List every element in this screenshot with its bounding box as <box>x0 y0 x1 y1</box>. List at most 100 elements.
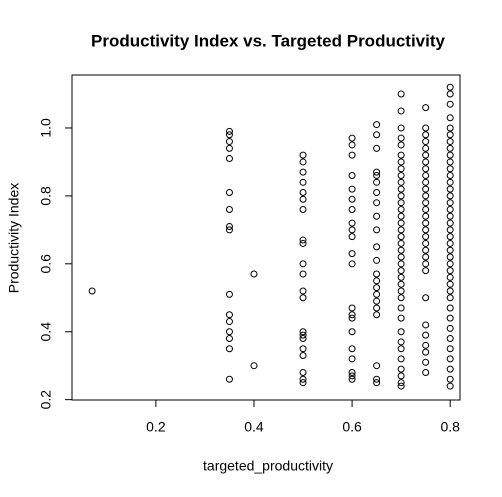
point <box>348 226 356 234</box>
point <box>348 219 356 227</box>
point <box>446 345 454 353</box>
point <box>446 267 454 275</box>
point <box>348 141 356 149</box>
point <box>88 287 96 295</box>
point <box>422 368 430 376</box>
point <box>225 318 233 326</box>
point <box>397 338 405 346</box>
point <box>397 253 405 261</box>
point <box>348 195 356 203</box>
point <box>446 172 454 180</box>
point <box>397 172 405 180</box>
point <box>446 151 454 159</box>
point <box>446 205 454 213</box>
point <box>422 138 430 146</box>
point <box>348 233 356 241</box>
point <box>348 205 356 213</box>
point <box>348 355 356 363</box>
point <box>348 151 356 159</box>
point <box>446 165 454 173</box>
point <box>446 382 454 390</box>
x-axis-label: targeted_productivity <box>203 458 333 474</box>
point <box>397 151 405 159</box>
point <box>397 382 405 390</box>
point <box>446 124 454 132</box>
y-tick-label: 0.6 <box>38 254 54 274</box>
point <box>397 246 405 254</box>
point <box>446 287 454 295</box>
point <box>446 158 454 166</box>
point <box>446 185 454 193</box>
point <box>348 304 356 312</box>
point <box>373 311 381 319</box>
point <box>225 127 233 135</box>
point <box>397 192 405 200</box>
point <box>299 328 307 336</box>
point <box>446 192 454 200</box>
point <box>299 205 307 213</box>
point <box>422 331 430 339</box>
point <box>397 379 405 387</box>
point <box>299 239 307 247</box>
point <box>397 199 405 207</box>
point <box>422 199 430 207</box>
point <box>397 372 405 380</box>
point <box>397 233 405 241</box>
point <box>446 199 454 207</box>
point <box>422 321 430 329</box>
point <box>225 375 233 383</box>
point <box>397 280 405 288</box>
point <box>397 345 405 353</box>
point <box>422 239 430 247</box>
point <box>422 131 430 139</box>
point <box>446 260 454 268</box>
point <box>225 335 233 343</box>
point <box>446 144 454 152</box>
point <box>299 331 307 339</box>
point <box>373 290 381 298</box>
y-tick-label: 1.0 <box>38 118 54 138</box>
point <box>348 375 356 383</box>
point <box>446 314 454 322</box>
point <box>299 294 307 302</box>
point <box>422 233 430 241</box>
point <box>422 348 430 356</box>
point <box>446 226 454 234</box>
point <box>422 212 430 220</box>
point <box>299 158 307 166</box>
point <box>422 253 430 261</box>
point <box>422 124 430 132</box>
point <box>397 219 405 227</box>
point <box>422 226 430 234</box>
point <box>422 341 430 349</box>
point <box>397 107 405 115</box>
y-tick-label: 0.8 <box>38 186 54 206</box>
point <box>422 165 430 173</box>
point <box>397 365 405 373</box>
point <box>446 246 454 254</box>
point <box>373 277 381 285</box>
point <box>446 375 454 383</box>
point <box>348 328 356 336</box>
point <box>397 178 405 186</box>
point <box>373 178 381 186</box>
point <box>348 372 356 380</box>
point <box>446 178 454 186</box>
point <box>397 141 405 149</box>
point <box>397 273 405 281</box>
point <box>446 131 454 139</box>
y-tick-label: 0.4 <box>38 322 54 342</box>
point <box>373 304 381 312</box>
point <box>446 335 454 343</box>
point <box>250 270 258 278</box>
point <box>225 290 233 298</box>
point <box>446 138 454 146</box>
point <box>373 297 381 305</box>
point <box>397 158 405 166</box>
point <box>299 178 307 186</box>
point <box>397 314 405 322</box>
point <box>373 172 381 180</box>
point <box>348 172 356 180</box>
point <box>225 328 233 336</box>
